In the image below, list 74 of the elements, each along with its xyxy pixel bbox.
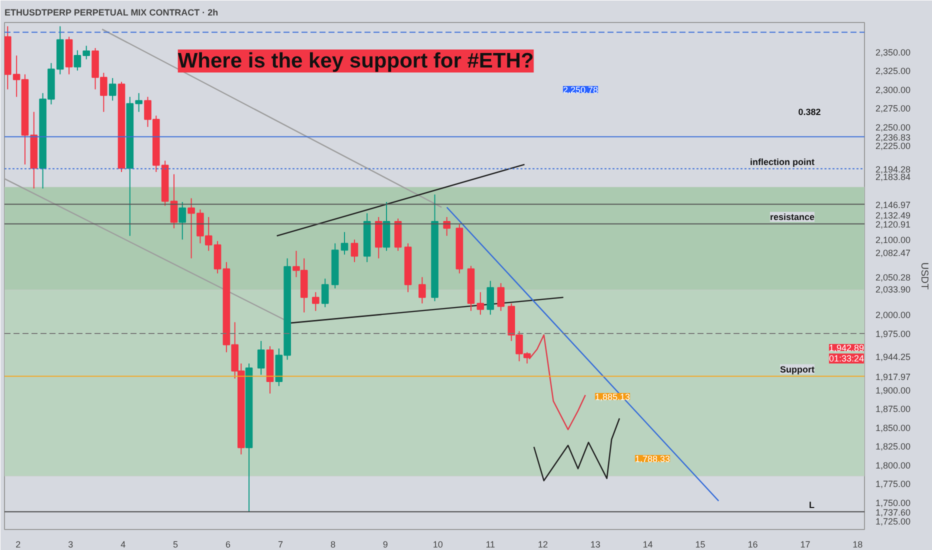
y-tick-label: 2,250.00: [876, 122, 911, 132]
y-axis-title: USDT: [918, 262, 930, 290]
y-tick-label: 1,917.97: [876, 372, 911, 382]
y-tick-label: 2,050.28: [876, 272, 911, 282]
y-tick-label: 2,000.00: [876, 310, 911, 320]
candlestick: [135, 92, 142, 112]
x-tick-label: 12: [538, 540, 548, 550]
y-tick-label: 1,800.00: [876, 460, 911, 470]
y-tick-label: 2,183.84: [876, 172, 911, 182]
y-tick-label: 2,236.83: [876, 132, 911, 142]
annotation: 1,885.13: [594, 392, 630, 402]
y-tick-label: 2,132.49: [876, 210, 911, 221]
line-series: [533, 418, 620, 482]
candlestick: [257, 340, 265, 376]
y-tick-label: 1,775.00: [876, 479, 911, 490]
y-tick-label: 1,875.00: [876, 404, 911, 414]
y-tick-label: 1,850.00: [876, 422, 911, 433]
y-tick-label: 1,825.00: [876, 442, 911, 452]
x-tick-label: 18: [852, 540, 863, 550]
x-tick-label: 5: [173, 540, 178, 550]
x-tick-label: 15: [695, 540, 706, 550]
y-tick-label: 2,120.91: [876, 219, 911, 230]
x-tick-label: 3: [68, 540, 74, 550]
ref-line-label: L: [809, 500, 815, 510]
x-tick-label: 16: [748, 540, 758, 550]
y-tick-label: 2,100.00: [876, 235, 911, 246]
candlestick: [312, 292, 320, 312]
x-tick-label: 6: [226, 540, 231, 550]
x-tick-label: 9: [382, 540, 388, 550]
candlestick: [418, 276, 426, 304]
ref-line-label: resistance: [770, 212, 814, 222]
candlestick: [108, 78, 116, 102]
annotation: 2,250.78: [562, 85, 598, 95]
candlestick: [170, 174, 178, 229]
x-tick-label: 8: [330, 540, 336, 550]
y-tick-label: 1,737.60: [876, 507, 911, 518]
y-tick-label: 1,944.25: [876, 352, 911, 362]
x-tick-label: 10: [432, 540, 443, 550]
y-tick-label: 2,350.00: [876, 47, 911, 58]
ref-line-label: Support: [780, 364, 815, 374]
candlestick: [497, 282, 505, 312]
candlestick: [476, 292, 484, 316]
chart-subtitle: ETHUSDTPERP PERPETUAL MIX CONTRACT · 2h: [4, 8, 218, 18]
text: Where is the key support for #ETH?: [178, 50, 534, 72]
candlestick: [178, 202, 186, 240]
y-tick-label: 2,325.00: [876, 66, 911, 76]
y-tick-label: 1,750.00: [876, 498, 911, 508]
y-tick-label: 2,300.00: [876, 84, 911, 95]
candlestick: [443, 216, 450, 236]
x-tick-label: 2: [16, 540, 21, 550]
x-tick-label: 4: [120, 540, 126, 550]
y-tick-label: 1,975.00: [876, 328, 911, 339]
ref-line-label: inflection point: [750, 156, 815, 167]
x-tick-label: 7: [278, 540, 284, 550]
y-tick-label: 2,225.00: [876, 141, 911, 152]
annotation: 01:33:24: [828, 354, 864, 364]
y-tick-label: 2,275.00: [876, 104, 911, 114]
y-tick-label: 1,725.00: [876, 516, 911, 527]
y-tick-label: 2,146.97: [876, 200, 911, 210]
x-tick-label: 17: [800, 540, 810, 550]
y-tick-label: 1,900.00: [876, 385, 911, 396]
x-tick-label: 13: [590, 540, 600, 550]
x-tick-label: 14: [642, 540, 653, 550]
annotation: 1,942.89: [828, 343, 864, 353]
y-tick-label: 2,194.28: [876, 164, 911, 174]
annotation: 1,788.33: [634, 454, 670, 464]
annotation: 0.382: [798, 107, 821, 117]
candlestick: [340, 232, 348, 256]
candlestick: [486, 280, 494, 316]
y-tick-label: 2,082.47: [876, 248, 911, 258]
y-tick-label: 2,033.90: [876, 284, 911, 295]
candlestick: [321, 278, 329, 308]
candlestick: [350, 239, 358, 263]
x-tick-label: 11: [486, 540, 496, 550]
